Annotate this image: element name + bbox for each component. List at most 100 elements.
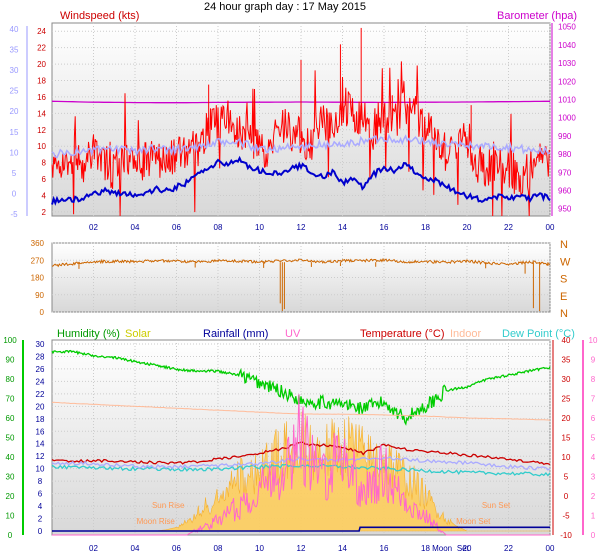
wind-left-tick-label: 16 <box>37 93 46 102</box>
uv-tick-label: 4 <box>591 453 596 462</box>
temp-x-tick-label: 06 <box>172 544 181 553</box>
rain-tick-label: 0 <box>38 527 43 536</box>
wind-x-tick-label: 16 <box>380 223 389 232</box>
compass-label: E <box>560 291 567 303</box>
uv-line <box>52 393 550 536</box>
wind-panel-series <box>51 27 551 217</box>
barometer-tick-label: 960 <box>558 187 572 196</box>
astro-annotation: Moon Set <box>456 517 491 526</box>
uv-tick-label: 2 <box>591 492 596 501</box>
rain-tick-label: 10 <box>36 465 45 474</box>
temp-series-indoor-line <box>51 401 551 421</box>
moon-set-axis-label: Moon <box>432 544 452 553</box>
temp-series-rainfall <box>52 526 550 532</box>
uv-tick-label: 3 <box>591 473 596 482</box>
legend-entry: Indoor <box>450 328 482 340</box>
direction-tick-label: 180 <box>31 274 45 283</box>
rain-tick-label: 8 <box>38 477 43 486</box>
wind-series-gust <box>51 27 551 217</box>
humidity-tick-label: 80 <box>6 375 15 384</box>
temp-x-tick-label: 22 <box>504 544 513 553</box>
direction-tick-label: 0 <box>40 308 45 317</box>
astro-annotation: Sun Rise <box>152 501 185 510</box>
temperature-tick-label: 5 <box>564 473 569 482</box>
rain-tick-label: 30 <box>36 340 45 349</box>
wind-outer-tick-label: 5 <box>12 169 17 178</box>
uv-tick-label: 8 <box>591 375 596 384</box>
wind-left-tick-label: 12 <box>37 126 46 135</box>
humidity-tick-label: 30 <box>6 473 15 482</box>
wind-x-tick-label: 22 <box>504 223 513 232</box>
wind-x-tick-label: 12 <box>297 223 306 232</box>
humidity-tick-label: 20 <box>6 492 15 501</box>
humidity-tick-label: 10 <box>6 512 15 521</box>
temp-panel-legend: Humidity (%) Solar Rainfall (mm) UV Temperat… <box>57 328 575 340</box>
temperature-tick-label: 30 <box>562 375 571 384</box>
legend-entry: Temperature (°C) <box>360 328 444 340</box>
temp-panel-series <box>51 349 551 536</box>
rain-tick-label: 2 <box>38 515 43 524</box>
wind-x-tick-label: 02 <box>89 223 98 232</box>
humidity-tick-label: 0 <box>8 531 13 540</box>
rain-tick-label: 14 <box>36 440 45 449</box>
wind-left-tick-label: 20 <box>37 60 46 69</box>
temp-x-tick-label: 16 <box>380 544 389 553</box>
wind-left-tick-label: 2 <box>42 208 47 217</box>
legend-entry: Rainfall (mm) <box>203 328 268 340</box>
barometer-tick-label: 1000 <box>558 114 576 123</box>
temp-x-tick-label: 02 <box>89 544 98 553</box>
wind-left-tick-label: 18 <box>37 76 46 85</box>
temp-x-tick-label: 10 <box>255 544 264 553</box>
gust-line <box>51 61 551 217</box>
rain-tick-label: 26 <box>36 365 45 374</box>
temp-x-tick-label: 14 <box>338 544 347 553</box>
wind-x-tick-label: 20 <box>463 223 472 232</box>
humidity-tick-label: 90 <box>6 356 15 365</box>
temp-x-tick-label: 08 <box>214 544 223 553</box>
wind-outer-tick-label: 25 <box>10 87 19 96</box>
compass-label: N <box>560 239 568 251</box>
direction-tick-label: 270 <box>31 256 45 265</box>
compass-label: N <box>560 308 568 320</box>
uv-tick-label: 1 <box>591 512 596 521</box>
page-title: 24 hour graph day : 17 May 2015 <box>204 1 366 13</box>
rain-tick-label: 12 <box>36 452 45 461</box>
temperature-tick-label: 20 <box>562 414 571 423</box>
wind-x-tick-label: 18 <box>421 223 430 232</box>
wind-left-tick-label: 24 <box>37 27 46 36</box>
wind-x-tick-label: 00 <box>546 223 555 232</box>
barometer-tick-label: 1020 <box>558 77 576 86</box>
wind-x-tick-label: 10 <box>255 223 264 232</box>
average-wind-line <box>51 133 551 159</box>
wind-left-tick-label: 8 <box>42 159 47 168</box>
temperature-tick-label: 10 <box>562 453 571 462</box>
wind-outer-tick-label: -5 <box>10 210 18 219</box>
temp-series-temperature-line <box>51 441 551 466</box>
uv-tick-label: 9 <box>591 356 596 365</box>
moon-set-axis-label: Set <box>457 544 470 553</box>
barometer-tick-label: 1040 <box>558 41 576 50</box>
compass-label: W <box>560 256 571 268</box>
barometer-tick-label: 970 <box>558 168 572 177</box>
wind-panel-left-label: Windspeed (kts) <box>60 10 139 22</box>
temperature-tick-label: 40 <box>562 336 571 345</box>
rain-tick-label: 22 <box>36 390 45 399</box>
legend-entry: Dew Point (°C) <box>502 328 575 340</box>
legend-entry: Solar <box>125 328 151 340</box>
temperature-tick-label: 35 <box>562 356 571 365</box>
barometer-tick-label: 1050 <box>558 23 576 32</box>
wind-outer-tick-label: 40 <box>10 25 19 34</box>
wind-x-tick-label: 04 <box>131 223 140 232</box>
legend-entry: Humidity (%) <box>57 328 120 340</box>
rain-tick-label: 6 <box>38 490 43 499</box>
wind-left-tick-label: 10 <box>37 142 46 151</box>
uv-tick-label: 0 <box>591 531 596 540</box>
wind-panel-right-label: Barometer (hpa) <box>497 10 577 22</box>
wind-series-wind-speed <box>51 155 551 206</box>
barometer-tick-label: 980 <box>558 150 572 159</box>
humidity-tick-label: 70 <box>6 395 15 404</box>
wind-outer-tick-label: 20 <box>10 107 19 116</box>
temp-x-tick-label: 04 <box>131 544 140 553</box>
temp-series-humidity <box>51 349 551 426</box>
